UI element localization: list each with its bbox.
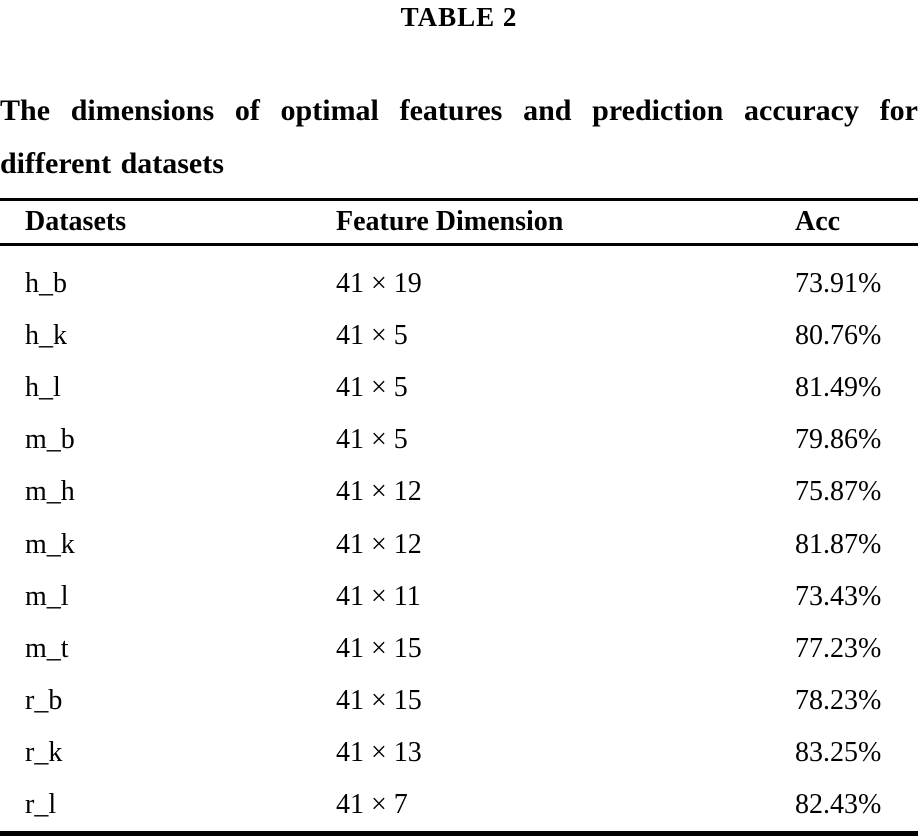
- accuracy-value: 81.49%: [795, 372, 882, 404]
- table-row: m_l 41 × 11 73.43%: [0, 571, 918, 623]
- feature-dimension: 41 × 15: [336, 632, 422, 664]
- dataset-name: m_l: [25, 580, 69, 612]
- table-row: h_l 41 × 5 81.49%: [0, 362, 918, 414]
- feature-dimension: 41 × 19: [336, 268, 422, 300]
- accuracy-value: 79.86%: [795, 424, 882, 456]
- accuracy-value: 78.23%: [795, 684, 882, 716]
- dataset-name: r_k: [25, 736, 63, 768]
- feature-dimension: 41 × 13: [336, 736, 422, 768]
- accuracy-value: 81.87%: [795, 528, 882, 560]
- accuracy-value: 80.76%: [795, 320, 882, 352]
- table-row: r_k 41 × 13 83.25%: [0, 727, 918, 779]
- table-row: h_b 41 × 19 73.91%: [0, 258, 918, 310]
- accuracy-value: 82.43%: [795, 788, 882, 820]
- table-header-row: Datasets Feature Dimension Acc: [0, 201, 918, 243]
- feature-dimension: 41 × 7: [336, 788, 408, 820]
- feature-dimension: 41 × 11: [336, 580, 421, 612]
- table-top-rule: [0, 198, 918, 201]
- dataset-name: h_l: [25, 372, 61, 404]
- header-datasets: Datasets: [25, 206, 127, 237]
- table-bottom-rule: [0, 831, 918, 836]
- feature-dimension: 41 × 5: [336, 320, 408, 352]
- dataset-name: h_k: [25, 320, 67, 352]
- table-row: m_b 41 × 5 79.86%: [0, 414, 918, 466]
- dataset-name: m_t: [25, 632, 69, 664]
- accuracy-value: 73.43%: [795, 580, 882, 612]
- table-row: m_h 41 × 12 75.87%: [0, 466, 918, 518]
- accuracy-value: 75.87%: [795, 476, 882, 508]
- feature-dimension: 41 × 5: [336, 372, 408, 404]
- table-title: TABLE 2: [400, 2, 518, 32]
- accuracy-value: 83.25%: [795, 736, 882, 768]
- table-row: h_k 41 × 5 80.76%: [0, 310, 918, 362]
- dataset-name: r_b: [25, 684, 63, 716]
- table-row: r_l 41 × 7 82.43%: [0, 779, 918, 831]
- feature-dimension: 41 × 12: [336, 476, 422, 508]
- dataset-name: h_b: [25, 268, 67, 300]
- dataset-name: m_b: [25, 424, 75, 456]
- table-row: m_t 41 × 15 77.23%: [0, 623, 918, 675]
- header-acc: Acc: [795, 206, 841, 237]
- feature-dimension: 41 × 12: [336, 528, 422, 560]
- accuracy-value: 77.23%: [795, 632, 882, 664]
- header-feature-dimension: Feature Dimension: [336, 206, 564, 237]
- feature-dimension: 41 × 5: [336, 424, 408, 456]
- table-caption: The dimensions of optimal features and p…: [0, 94, 918, 180]
- dataset-name: r_l: [25, 788, 57, 820]
- table-row: m_k 41 × 12 81.87%: [0, 518, 918, 570]
- feature-dimension: 41 × 15: [336, 684, 422, 716]
- table-row: r_b 41 × 15 78.23%: [0, 675, 918, 727]
- table-header-rule: [0, 243, 918, 246]
- dataset-name: m_k: [25, 528, 75, 560]
- dataset-name: m_h: [25, 476, 75, 508]
- table-body: h_b 41 × 19 73.91% h_k 41 × 5 80.76% h_l…: [0, 246, 918, 831]
- accuracy-value: 73.91%: [795, 268, 882, 300]
